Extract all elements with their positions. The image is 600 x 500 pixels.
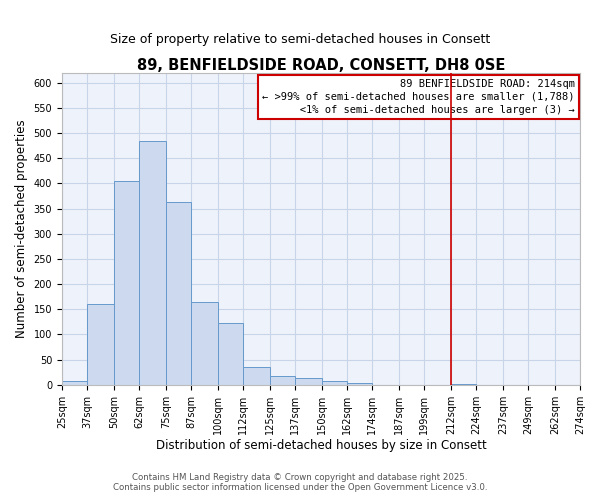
X-axis label: Distribution of semi-detached houses by size in Consett: Distribution of semi-detached houses by … bbox=[155, 440, 487, 452]
Y-axis label: Number of semi-detached properties: Number of semi-detached properties bbox=[15, 120, 28, 338]
Bar bbox=[87, 304, 114, 385]
Text: Contains HM Land Registry data © Crown copyright and database right 2025.
Contai: Contains HM Land Registry data © Crown c… bbox=[113, 473, 487, 492]
Title: 89, BENFIELDSIDE ROAD, CONSETT, DH8 0SE: 89, BENFIELDSIDE ROAD, CONSETT, DH8 0SE bbox=[137, 58, 505, 72]
Bar bbox=[322, 381, 347, 385]
Bar bbox=[62, 382, 87, 385]
Bar bbox=[191, 302, 218, 385]
Bar bbox=[218, 324, 243, 385]
Bar bbox=[451, 384, 476, 385]
Bar bbox=[270, 376, 295, 385]
Bar bbox=[295, 378, 322, 385]
Bar bbox=[347, 384, 372, 385]
Bar bbox=[139, 141, 166, 385]
Text: 89 BENFIELDSIDE ROAD: 214sqm
← >99% of semi-detached houses are smaller (1,788)
: 89 BENFIELDSIDE ROAD: 214sqm ← >99% of s… bbox=[262, 78, 575, 115]
Bar bbox=[114, 181, 139, 385]
Bar bbox=[166, 202, 191, 385]
Bar bbox=[243, 367, 270, 385]
Text: Size of property relative to semi-detached houses in Consett: Size of property relative to semi-detach… bbox=[110, 32, 490, 46]
